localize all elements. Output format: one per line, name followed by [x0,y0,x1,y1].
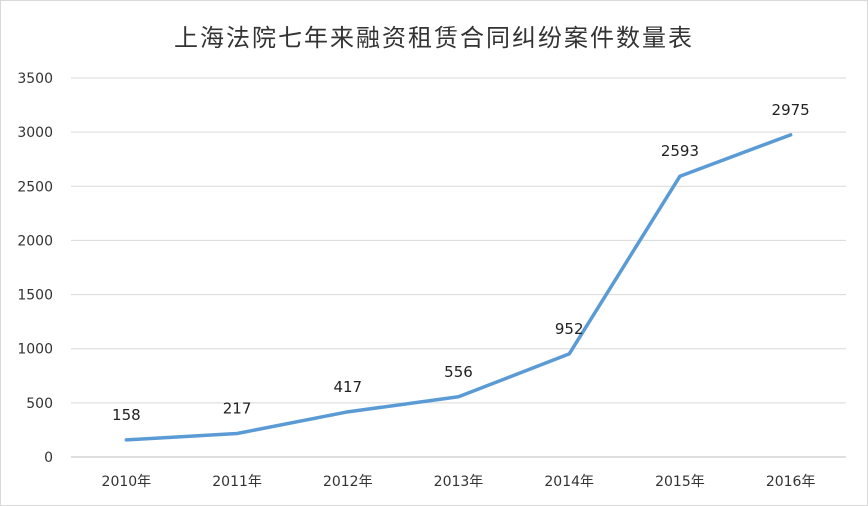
data-point [789,133,793,137]
data-label: 158 [112,406,141,424]
data-label: 952 [555,320,584,338]
y-tick-label: 2000 [17,233,53,249]
y-tick-label: 0 [44,450,53,466]
y-tick-label: 3500 [17,71,53,87]
data-labels: 158 217 417 556 952 2593 2975 [112,101,810,424]
y-axis-ticks: 0 500 1000 1500 2000 2500 3000 3500 [17,71,53,466]
x-axis-ticks: 2010年 2011年 2012年 2013年 2014年 2015年 2016年 [102,474,816,490]
data-label: 2593 [661,142,699,160]
y-tick-label: 1000 [17,342,53,358]
x-tick-label: 2011年 [212,474,262,490]
x-tick-label: 2012年 [323,474,373,490]
data-point [567,352,571,356]
y-tick-label: 500 [26,396,53,412]
x-tick-label: 2016年 [766,474,816,490]
chart-title: 上海法院七年来融资租赁合同纠纷案件数量表 [174,24,694,52]
y-tick-label: 3000 [17,125,53,141]
x-tick-label: 2014年 [544,474,594,490]
series-line [124,133,793,442]
x-tick-label: 2013年 [434,474,484,490]
data-label: 556 [444,363,473,381]
data-point [235,432,239,436]
x-tick-label: 2015年 [655,474,705,490]
data-point [678,174,682,178]
data-label: 417 [333,378,362,396]
y-tick-label: 1500 [17,288,53,304]
data-point [457,395,460,399]
x-tick-label: 2010年 [102,474,152,490]
data-point [124,438,128,442]
series-layer [124,133,793,442]
y-tick-label: 2500 [17,179,53,195]
data-point [346,410,350,414]
data-label: 217 [223,400,252,418]
gridlines [71,77,846,458]
data-label: 2975 [772,101,810,119]
